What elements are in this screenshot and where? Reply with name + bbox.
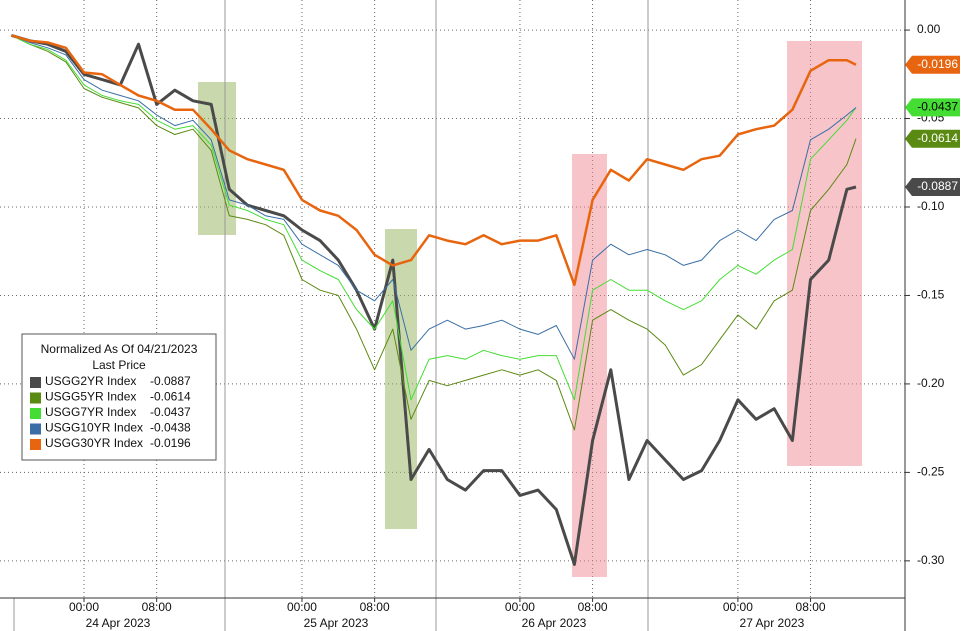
legend-label: USGG2YR Index	[45, 374, 136, 388]
value-tag	[905, 178, 960, 197]
legend-value: -0.0437	[150, 405, 191, 419]
x-tick-label: 00:00	[69, 600, 99, 614]
legend-subtitle: Last Price	[92, 358, 146, 372]
value-tag	[905, 55, 960, 74]
x-tick-label: 08:00	[578, 600, 608, 614]
y-tick-label: -0.10	[917, 199, 945, 213]
highlight	[787, 41, 862, 466]
legend-title: Normalized As Of 04/21/2023	[41, 342, 198, 356]
value-tag-label: -0.0437	[917, 100, 958, 114]
series-line	[11, 34, 857, 401]
highlight	[572, 154, 607, 577]
legend-value: -0.0196	[150, 436, 191, 450]
legend-label: USGG30YR Index	[45, 436, 143, 450]
y-tick-label: 0.00	[917, 22, 941, 36]
date-label: 26 Apr 2023	[522, 616, 587, 630]
legend-swatch	[30, 423, 41, 435]
legend-label: USGG7YR Index	[45, 405, 136, 419]
y-tick-label: -0.15	[917, 288, 945, 302]
legend-label: USGG10YR Index	[45, 421, 143, 435]
legend-swatch	[30, 439, 41, 450]
session-dividers	[13, 0, 649, 631]
x-tick-label: 00:00	[287, 600, 317, 614]
series-line	[11, 34, 857, 287]
legend-swatch	[30, 408, 41, 419]
legend-swatch	[30, 392, 41, 404]
x-tick-label: 08:00	[360, 600, 390, 614]
date-label: 27 Apr 2023	[740, 616, 805, 630]
x-tick-label: 00:00	[505, 600, 535, 614]
y-tick-label: -0.20	[917, 376, 945, 390]
series-line	[11, 34, 857, 431]
legend-value: -0.0887	[150, 374, 191, 388]
x-tick-label: 00:00	[723, 600, 753, 614]
legend-label: USGG5YR Index	[45, 390, 136, 404]
legend: Normalized As Of 04/21/2023 Last Price U…	[21, 333, 217, 461]
date-label: 25 Apr 2023	[304, 616, 369, 630]
series-line	[10, 33, 857, 566]
value-tag-label: -0.0887	[917, 179, 958, 193]
series-line	[11, 34, 857, 360]
grid	[0, 0, 905, 598]
value-tag-label: -0.0614	[917, 131, 958, 145]
legend-value: -0.0614	[150, 390, 191, 404]
date-label: 24 Apr 2023	[86, 616, 151, 630]
value-tag-label: -0.0196	[917, 57, 958, 71]
x-tick-label: 08:00	[796, 600, 826, 614]
x-tick-label: 08:00	[142, 600, 172, 614]
legend-swatch	[30, 377, 41, 388]
legend-box	[21, 333, 217, 461]
y-tick-label: -0.30	[917, 553, 945, 567]
value-tag	[905, 98, 960, 117]
legend-value: -0.0438	[150, 421, 191, 435]
highlights	[198, 41, 862, 577]
y-tick-label: -0.25	[917, 465, 945, 479]
value-tag	[905, 129, 960, 148]
